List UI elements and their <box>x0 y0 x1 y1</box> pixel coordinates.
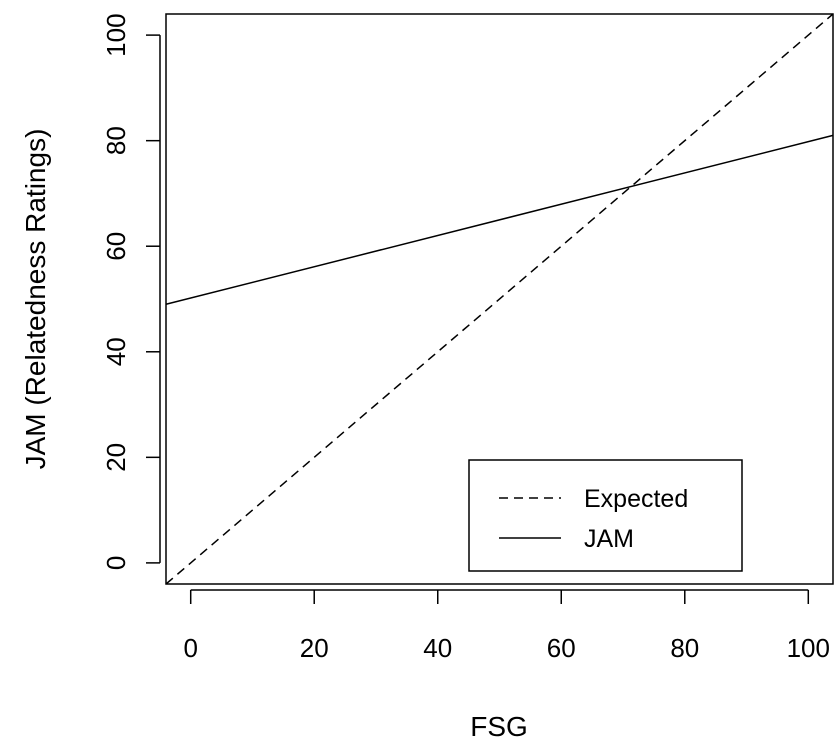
x-tick-label: 60 <box>547 633 576 663</box>
x-axis: 0 20 40 60 80 100 <box>183 589 830 663</box>
legend-label-jam: JAM <box>584 525 634 553</box>
x-tick-label: 0 <box>183 633 197 663</box>
y-tick-label: 80 <box>101 126 131 155</box>
x-tick-label: 100 <box>787 633 830 663</box>
y-axis-title: JAM (Relatedness Ratings) <box>20 129 51 470</box>
y-tick-label: 100 <box>101 13 131 56</box>
y-tick-label: 40 <box>101 337 131 366</box>
x-axis-title: FSG <box>470 711 528 742</box>
y-axis: 0 20 40 60 80 100 <box>101 13 161 570</box>
y-tick-label: 0 <box>101 556 131 570</box>
series-line-expected <box>165 13 834 585</box>
x-tick-label: 20 <box>300 633 329 663</box>
x-tick-label: 80 <box>670 633 699 663</box>
series-group <box>165 13 834 585</box>
x-tick-label: 40 <box>423 633 452 663</box>
series-line-jam <box>165 134 834 306</box>
legend-box <box>468 459 743 572</box>
legend-label-expected: Expected <box>584 485 688 513</box>
legend: Expected JAM <box>468 459 743 572</box>
y-tick-label: 60 <box>101 232 131 261</box>
plot-box <box>165 13 834 585</box>
y-tick-label: 20 <box>101 443 131 472</box>
